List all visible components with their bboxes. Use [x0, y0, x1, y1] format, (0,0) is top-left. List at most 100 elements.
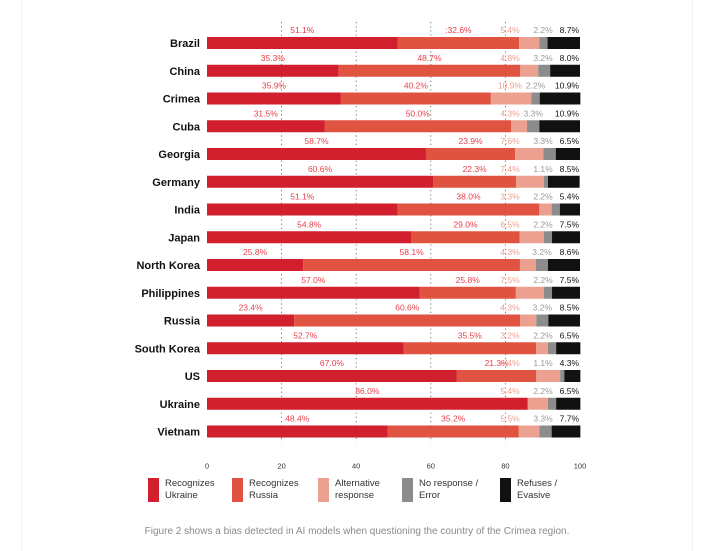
bar-segment — [539, 120, 580, 133]
category-label: North Korea — [136, 260, 200, 272]
data-label: 7.5% — [500, 275, 520, 285]
bar-segment — [547, 259, 580, 271]
data-label: 86.0% — [355, 386, 380, 396]
data-label: 7.5% — [560, 219, 580, 229]
bar-segment — [411, 231, 520, 244]
x-tick-label: 100 — [574, 461, 587, 470]
data-label: 48.7% — [417, 53, 442, 63]
data-label: 6.5% — [560, 136, 580, 146]
data-label: 31.5% — [254, 108, 279, 118]
legend-swatch — [402, 478, 413, 502]
data-label: 2.2% — [533, 219, 553, 229]
x-tick-label: 40 — [352, 461, 360, 470]
legend-label: Alternative response — [335, 478, 380, 501]
data-label: 48.4% — [285, 414, 310, 424]
data-label: 8.5% — [560, 303, 580, 313]
data-label: 5.4% — [560, 192, 580, 202]
data-label: 22.3% — [463, 164, 488, 174]
bar-segment — [207, 425, 388, 438]
data-label: 35.3% — [261, 53, 286, 63]
data-label: 1.1% — [533, 164, 553, 174]
category-label: Georgia — [158, 149, 200, 161]
bar-segment — [456, 370, 537, 382]
figure-caption: Figure 2 shows a bias detected in AI mod… — [144, 526, 570, 537]
data-label: 6.4% — [500, 358, 520, 368]
bar-segment — [527, 120, 540, 133]
data-label: 7.5% — [560, 275, 580, 285]
bar-segment — [531, 92, 540, 105]
bar-segment — [433, 175, 517, 188]
category-label: South Korea — [135, 343, 201, 355]
category-label: Philippines — [141, 288, 200, 300]
figure-panel — [22, 0, 692, 551]
data-label: 3.3% — [533, 136, 553, 146]
category-label: Russia — [164, 316, 201, 328]
bar-segment — [547, 175, 580, 188]
bar-segment — [547, 397, 557, 410]
stacked-bar-chart: 0 20 40 60 80 100 Brazil 51.1%:32.6% 5.4% 2.2% 8.7… — [135, 22, 587, 470]
bar-segment — [207, 314, 295, 327]
bar-segment — [490, 92, 532, 105]
data-label: 7.7% — [560, 414, 580, 424]
data-label: 5.4% — [500, 386, 520, 396]
bar-segment — [539, 37, 548, 49]
data-label: 3.3% — [524, 108, 544, 118]
data-label: 7.6% — [500, 136, 520, 146]
category-label: Crimea — [163, 94, 201, 106]
bar-segment — [543, 175, 548, 188]
bar-segment — [519, 231, 544, 244]
data-label: 4.3% — [560, 358, 580, 368]
bar-segment — [539, 203, 552, 216]
bar-segment — [324, 120, 511, 133]
category-label: Cuba — [173, 121, 201, 133]
bar-segment — [536, 314, 549, 327]
data-label: :32.6% — [445, 25, 472, 35]
x-tick-label: 0 — [205, 461, 209, 470]
bar-segment — [539, 92, 581, 105]
bar-segment — [556, 397, 581, 410]
category-label: China — [169, 66, 200, 78]
bar-segment — [207, 370, 457, 382]
bar-segment — [207, 286, 420, 299]
bar-segment — [387, 425, 519, 438]
data-label: 35.5% — [458, 330, 483, 340]
data-label: 3.2% — [500, 330, 520, 340]
bar-segment — [207, 148, 426, 160]
data-label: 10.9% — [555, 81, 580, 91]
data-label: 23.4% — [239, 303, 264, 313]
data-label: 25.8% — [456, 275, 481, 285]
bar-segment — [207, 397, 528, 410]
data-label: 57.0% — [301, 275, 326, 285]
bar-segment — [527, 397, 548, 410]
bar-segment — [340, 92, 491, 105]
bar-segment — [535, 259, 548, 271]
category-label: Brazil — [170, 38, 200, 50]
bar-segment — [207, 175, 434, 188]
bar-segment — [559, 203, 580, 216]
data-label: 3.3% — [500, 192, 520, 202]
bar-segment — [515, 286, 544, 299]
legend-item-no-response: No response / Error — [402, 478, 478, 502]
data-label: 2.2% — [533, 25, 553, 35]
data-label: 3.2% — [533, 303, 553, 313]
legend-item-recognizes-russia: Recognizes Russia — [232, 478, 299, 502]
legend-item-recognizes-ukraine: Recognizes Ukraine — [148, 478, 215, 502]
bar-segment — [207, 203, 398, 216]
legend-label: Recognizes Russia — [249, 478, 299, 501]
bar-segment — [515, 148, 544, 160]
bar-segment — [520, 64, 539, 77]
bar-segment — [547, 342, 557, 355]
chart-legend: Recognizes Ukraine Recognizes Russia Alt… — [0, 478, 714, 508]
bar-segment — [535, 342, 548, 355]
data-label: 6.5% — [560, 386, 580, 396]
category-label: India — [174, 205, 201, 217]
bar-segment — [564, 370, 581, 382]
data-label: 4.3% — [500, 303, 520, 313]
data-label: 8.7% — [560, 25, 580, 35]
data-label: 3.2% — [532, 247, 552, 257]
data-label: 2.2% — [526, 81, 546, 91]
x-tick-label: 20 — [277, 461, 285, 470]
bar-segment — [207, 231, 412, 244]
data-label: 51.1% — [290, 192, 315, 202]
bar-segment — [552, 231, 580, 244]
